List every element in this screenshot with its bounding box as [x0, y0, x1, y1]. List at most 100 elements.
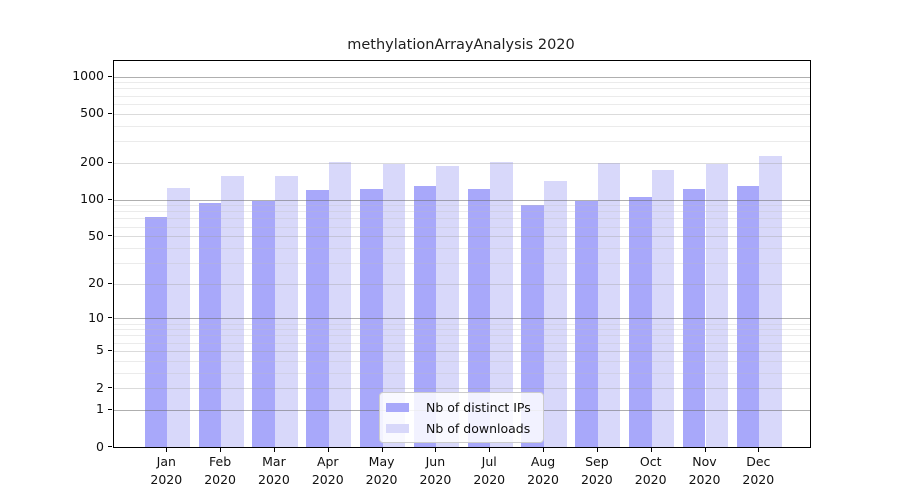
legend-swatch-downloads [386, 423, 409, 433]
gridline-5 [114, 350, 810, 352]
y-tick-label-20: 20 [88, 275, 104, 291]
gridline-7 [114, 335, 810, 337]
bar-ips-jul [467, 188, 491, 447]
gridline-3 [114, 372, 810, 374]
gridline-9 [114, 323, 810, 325]
y-tick-label-50: 50 [88, 227, 104, 243]
x-tick-label-may: May 2020 [365, 454, 398, 487]
x-tick-feb [220, 447, 222, 452]
x-tick-jan [166, 447, 168, 452]
gridline-80 [114, 211, 810, 213]
y-tick-label-1000: 1000 [72, 68, 104, 84]
y-tick-500 [108, 112, 112, 114]
y-tick-10 [108, 317, 112, 319]
x-tick-label-dec: Dec 2020 [742, 454, 775, 487]
legend-row-downloads: Nb of downloads [386, 419, 531, 437]
y-tick-200 [108, 161, 112, 163]
x-tick-label-feb: Feb 2020 [204, 454, 237, 487]
y-tick-100 [108, 198, 112, 200]
legend-swatch-ips [386, 402, 409, 412]
gridline-20 [114, 283, 810, 285]
x-tick-jul [489, 447, 491, 452]
gridline-800 [114, 88, 810, 90]
y-tick-50 [108, 235, 112, 237]
bar-ips-nov [682, 189, 706, 447]
gridline-4 [114, 360, 810, 362]
bar-ips-aug [521, 204, 545, 447]
x-tick-label-jul: Jul 2020 [473, 454, 506, 487]
y-tick-label-200: 200 [80, 154, 104, 170]
x-tick-mar [273, 447, 275, 452]
y-tick-label-10: 10 [88, 309, 104, 325]
bar-downloads-mar [274, 176, 298, 447]
bar-ips-jun [413, 185, 437, 447]
gridline-400 [114, 125, 810, 127]
gridline-900 [114, 82, 810, 84]
x-tick-label-mar: Mar 2020 [258, 454, 290, 487]
x-tick-sep [596, 447, 598, 452]
y-tick-label-500: 500 [80, 105, 104, 121]
gridline-10 [114, 318, 810, 320]
gridline-700 [114, 95, 810, 97]
x-tick-dec [758, 447, 760, 452]
y-tick-1 [108, 408, 112, 410]
legend-label-ips: Nb of distinct IPs [426, 399, 531, 415]
bar-downloads-jul [490, 162, 513, 447]
gridline-500 [114, 113, 810, 115]
y-tick-label-100: 100 [80, 191, 104, 207]
legend-row-ips: Nb of distinct IPs [386, 398, 531, 416]
bar-downloads-sep [597, 163, 621, 447]
gridline-70 [114, 218, 810, 220]
gridline-100 [114, 199, 810, 201]
bar-ips-mar [252, 201, 275, 447]
bar-downloads-aug [544, 181, 567, 447]
x-tick-label-sep: Sep 2020 [580, 454, 613, 487]
x-tick-oct [650, 447, 652, 452]
chart-title: methylationArrayAnalysis 2020 [347, 37, 575, 53]
gridline-300 [114, 140, 810, 142]
gridline-200 [114, 162, 810, 164]
bar-downloads-oct [651, 169, 675, 447]
bar-downloads-feb [221, 175, 244, 447]
x-tick-label-oct: Oct 2020 [634, 454, 667, 487]
bar-downloads-nov [705, 163, 729, 447]
x-tick-label-nov: Nov 2020 [688, 454, 721, 487]
gridline-30 [114, 262, 810, 264]
plot-area [113, 60, 811, 448]
y-tick-label-5: 5 [96, 342, 104, 358]
legend-label-downloads: Nb of downloads [426, 420, 531, 436]
gridline-600 [114, 103, 810, 105]
y-tick-0 [108, 446, 112, 447]
bar-ips-dec [736, 185, 760, 447]
bar-ips-sep [575, 201, 598, 447]
gridline-1000 [114, 76, 810, 78]
gridline-50 [114, 236, 810, 238]
y-tick-1000 [108, 75, 112, 77]
gridline-40 [114, 247, 810, 249]
bar-downloads-apr [328, 161, 352, 447]
bar-downloads-may [382, 164, 406, 447]
y-tick-label-1: 1 [96, 401, 104, 417]
bar-downloads-jun [436, 165, 459, 447]
y-tick-label-0: 0 [96, 438, 104, 454]
bar-downloads-dec [759, 156, 782, 447]
y-tick-label-2: 2 [96, 379, 104, 395]
y-tick-20 [108, 282, 112, 284]
gridline-60 [114, 226, 810, 228]
y-tick-2 [108, 387, 112, 389]
gridline-2 [114, 388, 810, 390]
gridline-8 [114, 329, 810, 331]
x-tick-label-jun: Jun 2020 [419, 454, 452, 487]
bar-ips-oct [629, 197, 652, 447]
x-tick-jun [435, 447, 437, 452]
x-tick-nov [704, 447, 706, 452]
x-tick-label-aug: Aug 2020 [527, 454, 559, 487]
gridline-90 [114, 205, 810, 207]
x-tick-aug [543, 447, 545, 452]
bar-ips-may [359, 188, 383, 447]
bar-ips-jan [144, 216, 168, 447]
bar-downloads-jan [167, 187, 190, 447]
gridline-6 [114, 342, 810, 344]
x-tick-apr [327, 447, 329, 452]
